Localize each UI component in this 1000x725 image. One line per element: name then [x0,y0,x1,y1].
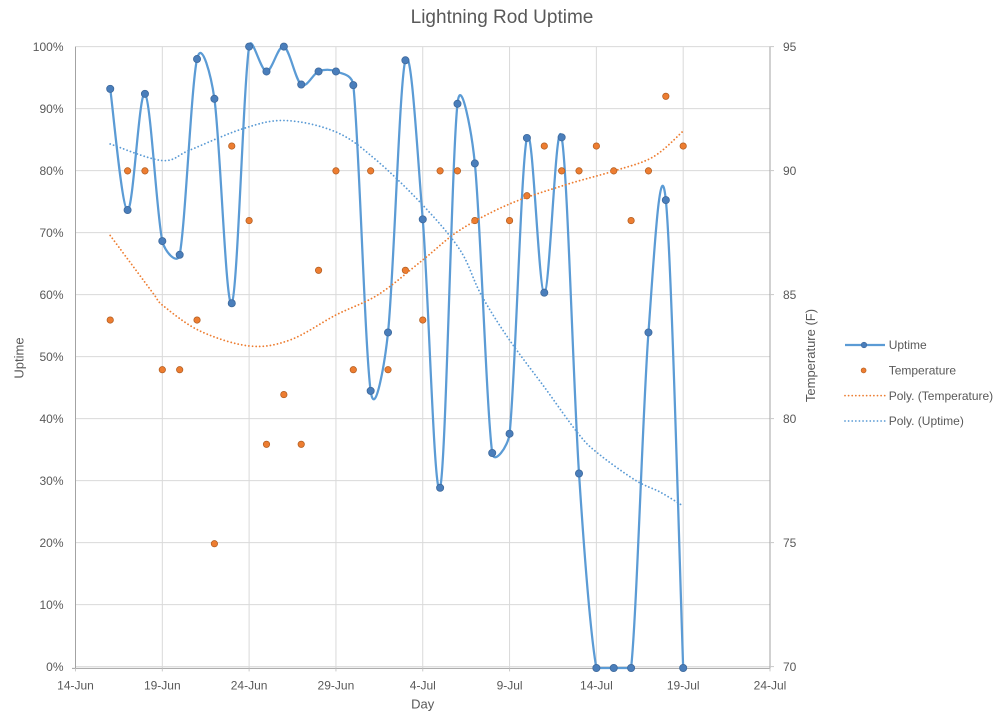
svg-text:30%: 30% [39,474,63,488]
svg-text:90%: 90% [39,102,63,116]
svg-text:Poly. (Uptime): Poly. (Uptime) [889,414,964,428]
svg-text:80%: 80% [39,164,63,178]
svg-text:50%: 50% [39,350,63,364]
svg-text:95: 95 [783,40,797,54]
svg-text:0%: 0% [46,660,64,674]
svg-text:4-Jul: 4-Jul [410,679,436,693]
svg-text:Day: Day [411,697,435,712]
svg-text:40%: 40% [39,412,63,426]
svg-text:29-Jun: 29-Jun [318,679,355,693]
svg-text:Lightning Rod Uptime: Lightning Rod Uptime [411,7,594,28]
svg-text:80: 80 [783,412,797,426]
svg-text:19-Jun: 19-Jun [144,679,181,693]
svg-text:14-Jun: 14-Jun [57,679,94,693]
svg-text:60%: 60% [39,288,63,302]
svg-text:Uptime: Uptime [12,337,27,378]
svg-text:19-Jul: 19-Jul [667,679,700,693]
svg-text:70%: 70% [39,226,63,240]
svg-text:24-Jul: 24-Jul [754,679,787,693]
svg-text:100%: 100% [33,40,64,54]
svg-text:75: 75 [783,536,797,550]
svg-text:20%: 20% [39,536,63,550]
svg-text:14-Jul: 14-Jul [580,679,613,693]
svg-text:70: 70 [783,660,797,674]
svg-text:90: 90 [783,164,797,178]
svg-text:Temperature (F): Temperature (F) [803,309,818,402]
svg-text:Temperature: Temperature [889,364,957,378]
svg-text:Poly. (Temperature): Poly. (Temperature) [889,389,993,403]
svg-text:10%: 10% [39,598,63,612]
svg-text:85: 85 [783,288,797,302]
svg-text:Uptime: Uptime [889,338,927,352]
svg-text:24-Jun: 24-Jun [231,679,268,693]
svg-text:9-Jul: 9-Jul [497,679,523,693]
